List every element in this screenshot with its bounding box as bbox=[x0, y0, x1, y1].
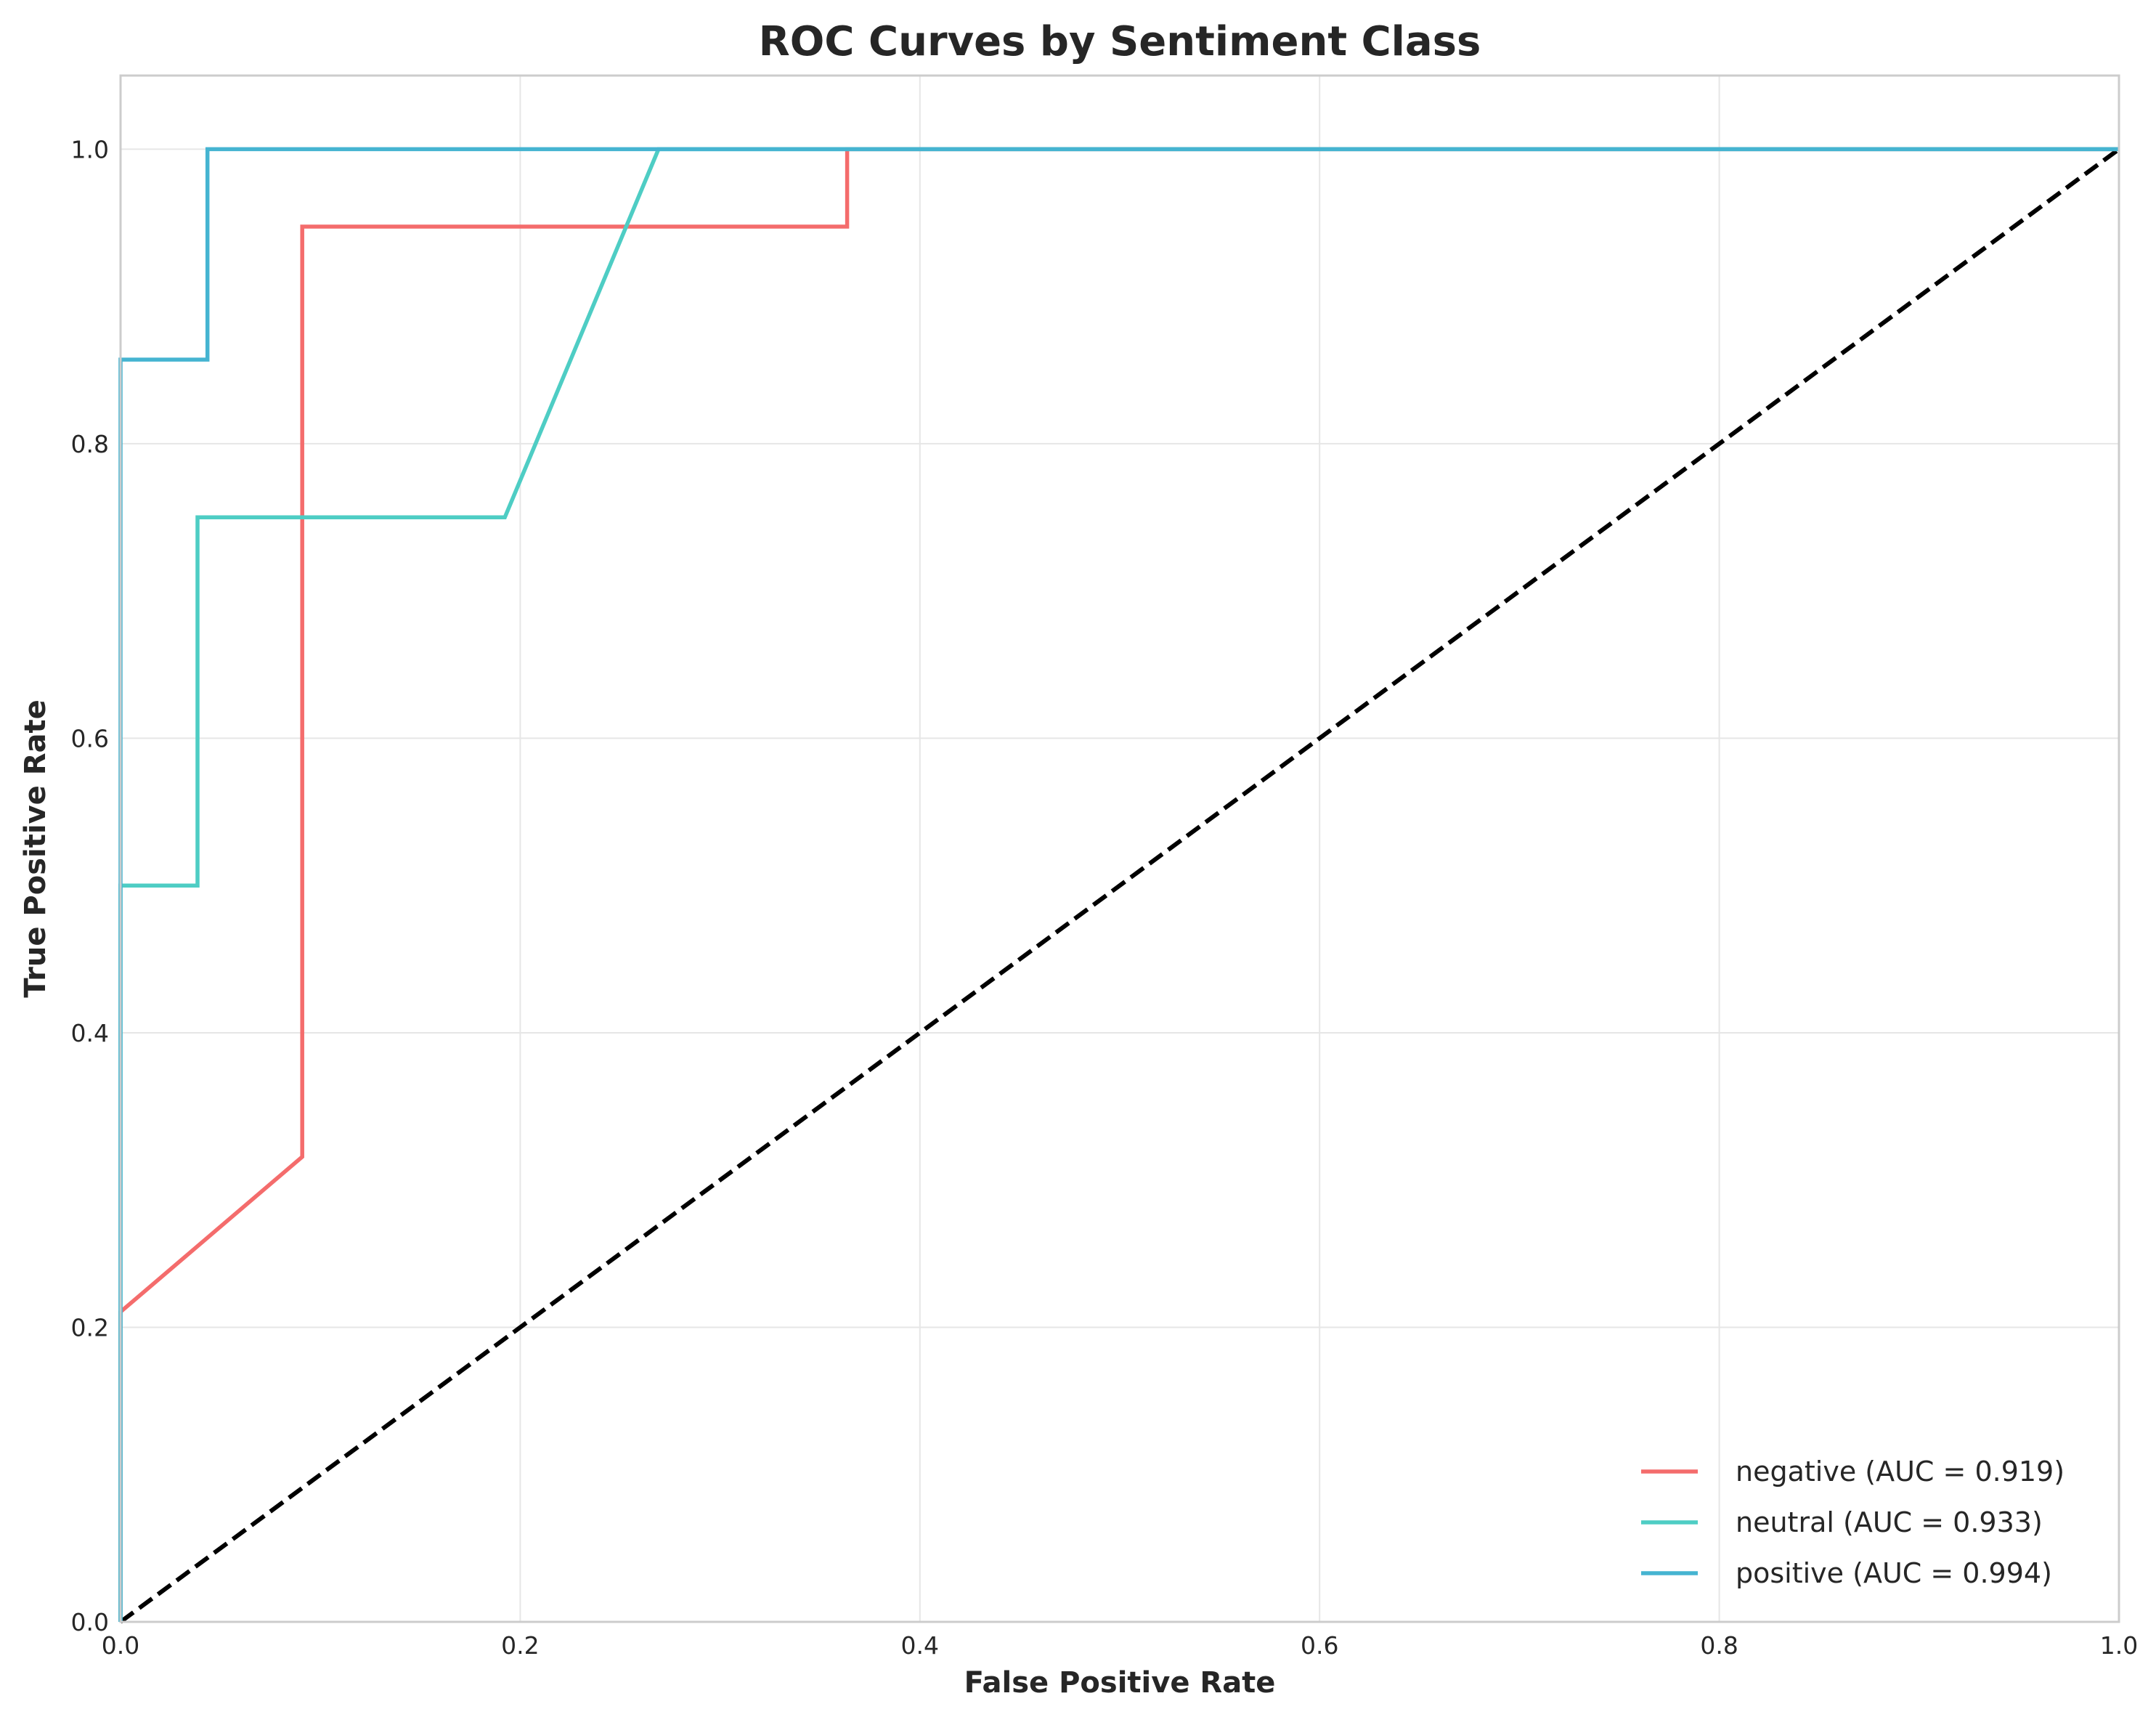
legend-label-0: negative (AUC = 0.919) bbox=[1736, 1456, 2065, 1487]
y-tick-label: 0.8 bbox=[71, 430, 109, 458]
reference-diagonal bbox=[119, 147, 2120, 1624]
chart-title: ROC Curves by Sentiment Class bbox=[759, 18, 1481, 65]
legend: negative (AUC = 0.919) neutral (AUC = 0.9… bbox=[1641, 1456, 2065, 1589]
y-tick-label: 0.4 bbox=[71, 1019, 109, 1047]
x-tick-label: 0.8 bbox=[1700, 1631, 1738, 1660]
legend-label-1: neutral (AUC = 0.933) bbox=[1736, 1506, 2043, 1538]
x-tick-label: 0.6 bbox=[1301, 1631, 1338, 1660]
x-tick-label: 0.2 bbox=[501, 1631, 539, 1660]
x-tick-label: 1.0 bbox=[2100, 1631, 2138, 1660]
grid bbox=[120, 76, 2120, 1623]
y-tick-label: 0.6 bbox=[71, 724, 109, 752]
y-tick-label: 1.0 bbox=[71, 135, 109, 163]
y-tick-label: 0.0 bbox=[71, 1608, 109, 1636]
y-tick-labels: 0.0 0.2 0.4 0.6 0.8 1.0 bbox=[71, 135, 109, 1636]
legend-label-2: positive (AUC = 0.994) bbox=[1736, 1557, 2052, 1589]
plot-frame bbox=[119, 74, 2120, 1623]
x-tick-label: 0.4 bbox=[901, 1631, 939, 1660]
y-tick-label: 0.2 bbox=[71, 1313, 109, 1342]
x-tick-labels: 0.0 0.2 0.4 0.6 0.8 1.0 bbox=[102, 1631, 2138, 1660]
x-axis-label: False Positive Rate bbox=[964, 1666, 1276, 1700]
x-tick-label: 0.0 bbox=[102, 1631, 139, 1660]
reference-diagonal-line bbox=[119, 147, 2120, 1624]
y-axis-label: True Positive Rate bbox=[19, 699, 52, 997]
